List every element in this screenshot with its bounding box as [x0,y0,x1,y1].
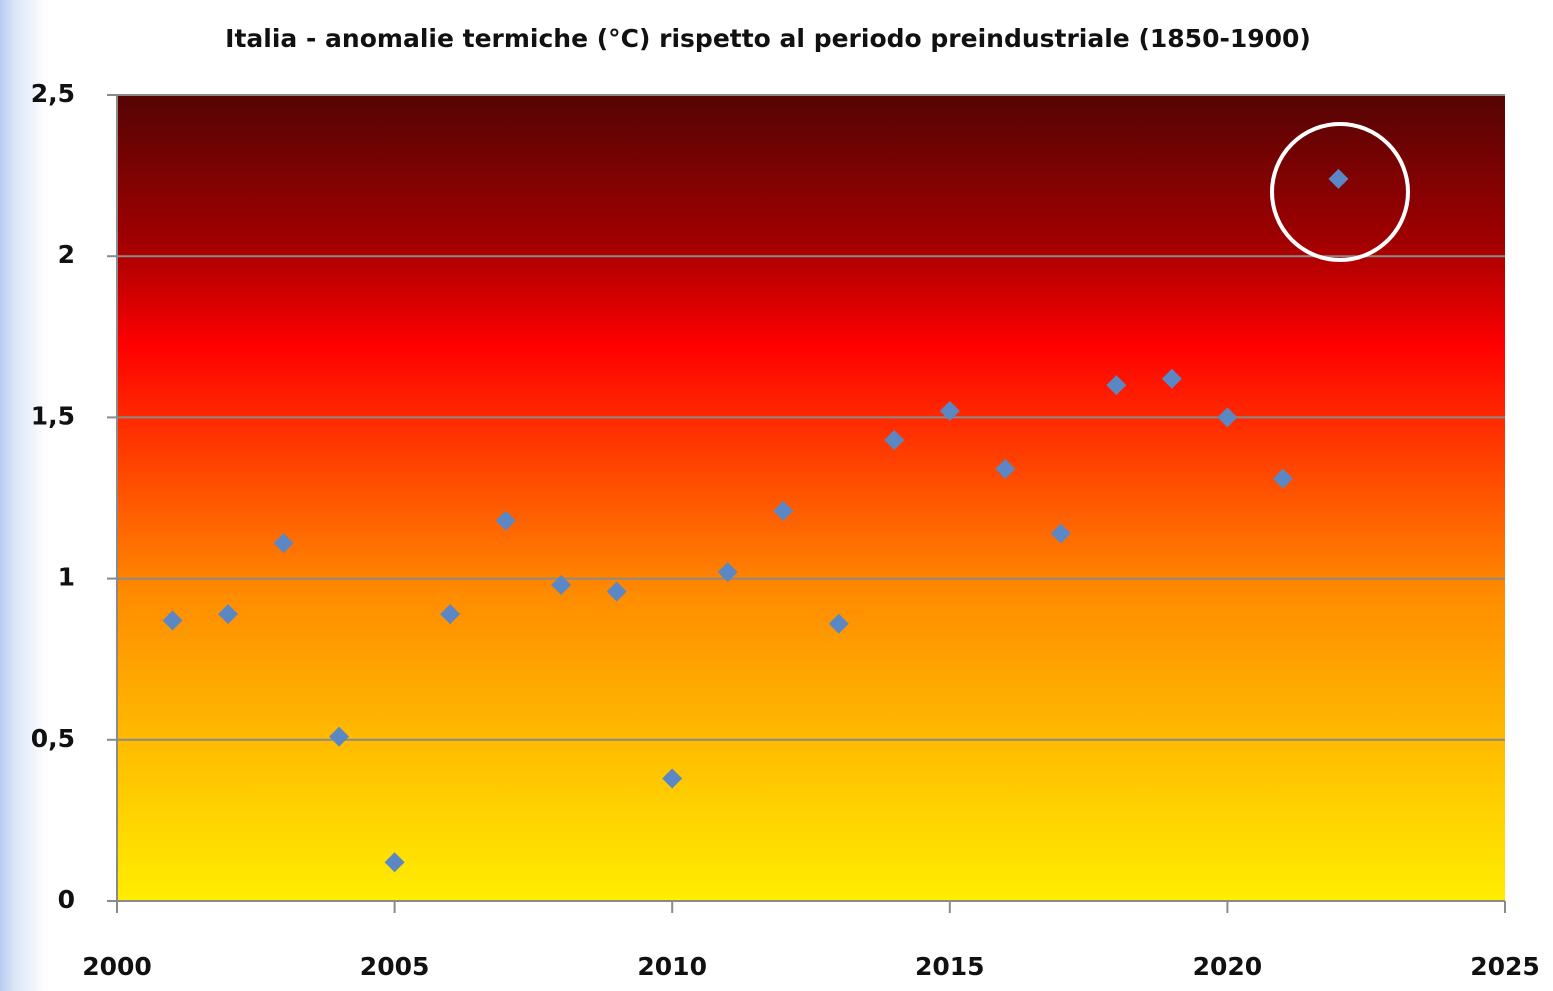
data-point [773,500,794,521]
data-point [939,400,960,421]
data-point [1106,375,1127,396]
y-tick-label: 0,5 [31,724,75,753]
data-point [495,510,516,531]
data-point [1272,468,1293,489]
x-tick-label: 2025 [1470,952,1540,981]
data-point [1328,168,1349,189]
data-point [606,581,627,602]
data-point [717,562,738,583]
x-tick-label: 2005 [360,952,430,981]
data-point [384,852,405,873]
data-point [1161,368,1182,389]
x-tick-label: 2015 [915,952,985,981]
x-tick-label: 2020 [1193,952,1263,981]
chart-title: Italia - anomalie termiche (°C) rispetto… [225,24,1311,53]
y-tick-label: 1,5 [31,401,75,430]
data-point [273,533,294,554]
data-point [884,429,905,450]
y-tick-label: 0 [58,885,75,914]
data-point [1217,407,1238,428]
y-tick-label: 2 [58,240,75,269]
data-point [551,575,572,596]
data-point [828,613,849,634]
data-point [218,604,239,625]
data-point [162,610,183,631]
data-point [1050,523,1071,544]
x-tick-label: 2000 [82,952,152,981]
data-point [329,726,350,747]
data-point [440,604,461,625]
x-tick-label: 2010 [637,952,707,981]
plot-area [117,95,1505,901]
y-tick-label: 1 [58,563,75,592]
data-point [995,458,1016,479]
y-tick-label: 2,5 [31,79,75,108]
highlight-circle [1270,122,1410,262]
data-point [662,768,683,789]
